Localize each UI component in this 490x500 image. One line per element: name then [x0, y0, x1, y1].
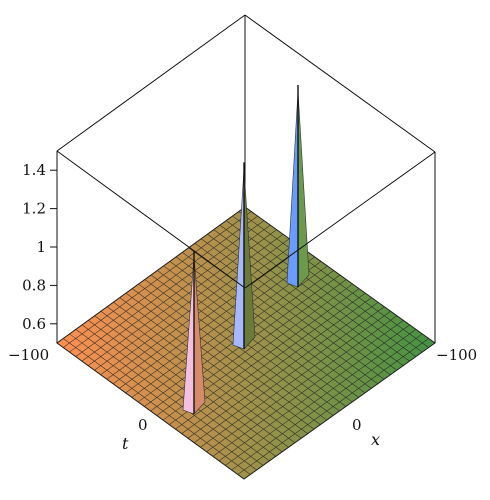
t-axis-label: t: [122, 434, 129, 453]
peak: [182, 250, 206, 415]
z-tick-label: 1: [36, 238, 46, 256]
peak-face-left: [286, 90, 299, 288]
z-tick-label: 1.4: [22, 161, 46, 179]
box-edge: [56, 14, 246, 152]
t-tick-label: 0: [138, 416, 148, 434]
mesh-line: [226, 220, 417, 357]
mesh-line: [231, 333, 423, 471]
peaks-layer: [182, 85, 310, 415]
z-axis: 1.4 1.2 1 0.8 0.6: [22, 161, 57, 333]
box-edge: [244, 14, 436, 153]
z-tick-label: 1.2: [22, 200, 46, 218]
x-tick-label: 0: [352, 416, 362, 434]
mesh-line: [225, 329, 417, 466]
x-axis: 0 −100 x: [352, 346, 477, 449]
z-tick-label: 0.8: [22, 276, 46, 294]
x-axis-label: x: [371, 430, 380, 449]
t-tick-label: −100: [8, 346, 49, 364]
surface-mesh: [56, 206, 436, 480]
mesh-line: [219, 224, 410, 362]
mesh-line: [212, 320, 404, 457]
x-tick-label: −100: [436, 346, 477, 364]
surface-outline: [56, 206, 436, 480]
box-edge: [56, 150, 246, 289]
peak-face-right: [297, 90, 310, 288]
mesh-line: [237, 338, 429, 475]
plot-box-back: [56, 14, 436, 207]
mesh-line: [238, 211, 429, 348]
box-edge: [244, 151, 436, 289]
mesh-line: [218, 324, 410, 462]
t-axis: −100 0 t: [8, 346, 148, 453]
mesh-line: [232, 215, 423, 353]
peak: [232, 162, 256, 350]
z-tick-label: 0.6: [22, 315, 46, 333]
peak: [286, 85, 310, 288]
